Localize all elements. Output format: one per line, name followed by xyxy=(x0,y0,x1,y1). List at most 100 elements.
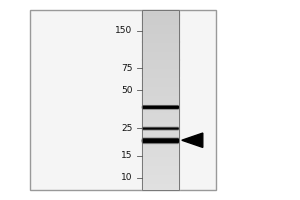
Bar xyxy=(142,34,179,35)
Bar xyxy=(142,127,179,128)
Bar xyxy=(142,14,179,15)
Text: 50: 50 xyxy=(121,86,133,95)
Bar xyxy=(142,16,179,17)
Bar xyxy=(142,131,179,132)
Bar xyxy=(142,99,179,100)
Bar xyxy=(142,30,179,31)
Bar xyxy=(142,33,179,34)
Bar xyxy=(142,112,179,113)
Text: 15: 15 xyxy=(121,151,133,160)
Bar xyxy=(142,67,179,68)
Bar xyxy=(142,104,179,105)
Bar xyxy=(142,24,179,25)
Bar xyxy=(142,115,179,116)
Bar xyxy=(142,72,179,73)
Bar xyxy=(142,126,179,127)
Bar xyxy=(142,142,179,143)
Bar xyxy=(142,176,179,177)
Bar xyxy=(142,100,179,101)
Bar xyxy=(142,147,179,148)
Bar xyxy=(142,121,179,122)
Text: 10: 10 xyxy=(121,173,133,182)
Bar xyxy=(142,106,179,107)
Bar xyxy=(142,161,179,162)
Bar xyxy=(142,139,178,140)
Bar xyxy=(142,109,179,110)
Bar xyxy=(142,138,179,139)
Bar xyxy=(142,47,179,48)
Bar xyxy=(142,62,179,63)
Bar xyxy=(142,39,179,40)
Bar xyxy=(142,184,179,185)
Bar xyxy=(142,52,179,53)
Bar xyxy=(142,48,179,49)
Bar xyxy=(142,29,179,30)
Bar xyxy=(142,155,179,156)
Bar xyxy=(142,143,178,144)
Bar xyxy=(142,81,179,82)
Bar xyxy=(142,122,179,123)
Bar xyxy=(142,174,179,175)
Bar xyxy=(142,163,179,164)
Bar xyxy=(142,138,178,139)
Bar xyxy=(142,97,179,98)
Bar xyxy=(142,129,179,130)
Bar xyxy=(142,59,179,60)
Bar xyxy=(142,38,179,39)
Bar xyxy=(142,139,178,140)
Bar xyxy=(142,136,179,137)
Bar xyxy=(142,89,179,90)
Bar xyxy=(142,94,179,95)
Bar xyxy=(142,119,179,120)
Bar xyxy=(142,187,179,188)
Bar xyxy=(142,66,179,67)
Bar xyxy=(142,28,179,29)
Bar xyxy=(142,46,179,47)
Bar xyxy=(142,160,179,161)
Bar xyxy=(142,132,179,133)
Bar xyxy=(142,125,179,126)
Bar xyxy=(142,49,179,50)
Bar xyxy=(142,142,178,143)
Bar xyxy=(142,153,179,154)
Bar xyxy=(142,159,179,160)
Bar xyxy=(142,79,179,80)
Bar xyxy=(142,137,179,138)
Bar xyxy=(142,108,179,109)
Bar xyxy=(142,157,179,158)
Bar xyxy=(142,138,178,139)
Bar xyxy=(142,141,178,142)
Bar xyxy=(142,56,179,57)
Bar xyxy=(142,117,179,118)
Bar xyxy=(142,170,179,171)
FancyBboxPatch shape xyxy=(30,10,216,190)
Bar xyxy=(142,113,179,114)
Bar xyxy=(142,22,179,23)
Bar xyxy=(142,108,178,109)
Bar xyxy=(142,180,179,181)
Bar xyxy=(142,165,179,166)
Bar xyxy=(142,42,179,43)
Bar xyxy=(142,140,178,141)
Bar xyxy=(142,101,179,102)
Bar xyxy=(142,37,179,38)
Bar xyxy=(142,80,179,81)
Bar xyxy=(142,105,178,106)
Bar xyxy=(142,107,179,108)
Bar xyxy=(142,20,179,21)
Bar xyxy=(142,169,179,170)
Bar xyxy=(142,172,179,173)
Bar xyxy=(142,45,179,46)
Bar xyxy=(142,141,178,142)
Bar xyxy=(142,116,179,117)
Bar xyxy=(142,60,179,61)
Bar xyxy=(142,177,179,178)
Bar xyxy=(142,107,178,108)
Bar xyxy=(142,84,179,85)
Bar xyxy=(142,32,179,33)
Bar xyxy=(142,31,179,32)
Bar xyxy=(142,85,179,86)
Bar xyxy=(142,58,179,59)
Bar xyxy=(142,150,179,151)
Bar xyxy=(142,102,179,103)
